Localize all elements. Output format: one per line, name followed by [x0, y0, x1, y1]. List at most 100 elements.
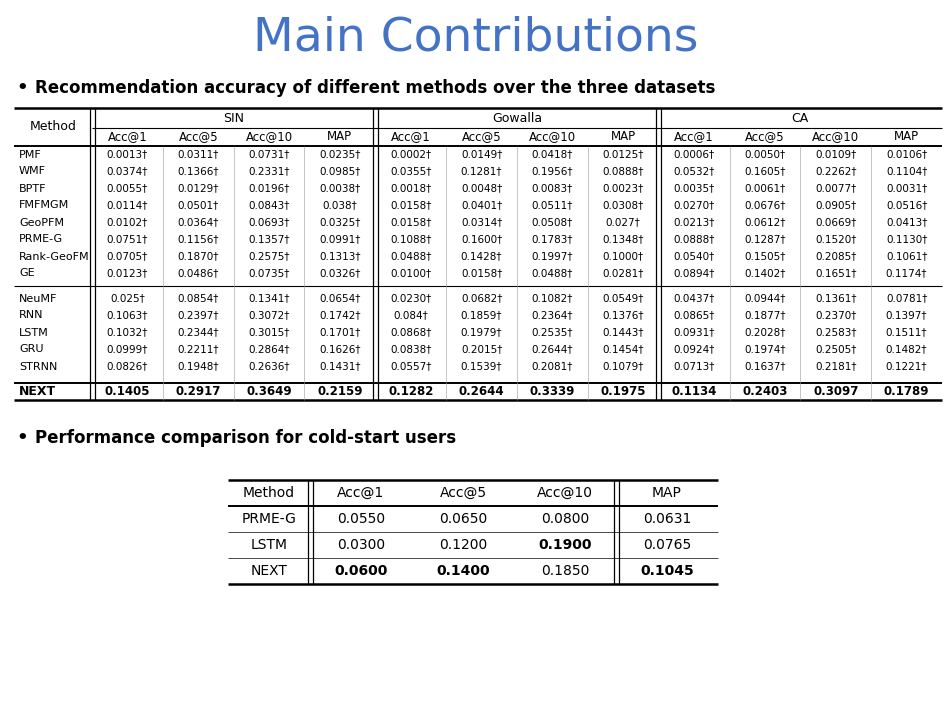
- Text: 0.1174†: 0.1174†: [885, 269, 927, 279]
- Text: CA: CA: [792, 111, 809, 124]
- Text: 0.1520†: 0.1520†: [815, 235, 857, 245]
- Text: PRME-G: PRME-G: [242, 512, 296, 526]
- Text: MAP: MAP: [894, 131, 919, 144]
- Text: 0.0511†: 0.0511†: [532, 201, 573, 211]
- Text: Acc@5: Acc@5: [440, 486, 486, 500]
- Text: 0.0735†: 0.0735†: [248, 269, 289, 279]
- Text: FMFMGM: FMFMGM: [19, 201, 69, 211]
- Text: 0.027†: 0.027†: [605, 217, 641, 227]
- Text: 0.2644: 0.2644: [459, 385, 505, 398]
- Text: 0.084†: 0.084†: [393, 310, 428, 321]
- Text: 0.0826†: 0.0826†: [107, 362, 149, 372]
- Text: 0.0731†: 0.0731†: [248, 149, 289, 160]
- Text: 0.0114†: 0.0114†: [107, 201, 149, 211]
- Text: 0.0631: 0.0631: [643, 512, 691, 526]
- Text: 0.1088†: 0.1088†: [390, 235, 431, 245]
- Text: 0.0676†: 0.0676†: [744, 201, 785, 211]
- Text: 0.1063†: 0.1063†: [107, 310, 149, 321]
- Text: 0.0888†: 0.0888†: [603, 167, 644, 176]
- Text: Acc@10: Acc@10: [812, 131, 860, 144]
- Text: MAP: MAP: [610, 131, 636, 144]
- Text: 0.025†: 0.025†: [110, 294, 145, 303]
- Text: 0.0854†: 0.0854†: [178, 294, 219, 303]
- Text: Method: Method: [30, 121, 76, 134]
- Text: 0.1348†: 0.1348†: [603, 235, 644, 245]
- Text: 0.2159: 0.2159: [317, 385, 363, 398]
- Text: WMF: WMF: [19, 167, 46, 176]
- Text: 0.0516†: 0.0516†: [886, 201, 927, 211]
- Text: 0.0158†: 0.0158†: [390, 201, 431, 211]
- Text: 0.1221†: 0.1221†: [885, 362, 927, 372]
- Text: 0.0838†: 0.0838†: [390, 344, 431, 355]
- Text: 0.0100†: 0.0100†: [390, 269, 431, 279]
- Text: 0.1870†: 0.1870†: [178, 251, 219, 261]
- Text: 0.1431†: 0.1431†: [319, 362, 361, 372]
- Text: 0.0061†: 0.0061†: [744, 183, 785, 193]
- Text: 0.1397†: 0.1397†: [885, 310, 927, 321]
- Text: SIN: SIN: [223, 111, 244, 124]
- Text: 0.1956†: 0.1956†: [531, 167, 573, 176]
- Text: 0.0077†: 0.0077†: [815, 183, 857, 193]
- Text: 0.0682†: 0.0682†: [461, 294, 503, 303]
- Text: 0.0557†: 0.0557†: [390, 362, 431, 372]
- Text: Acc@1: Acc@1: [337, 486, 385, 500]
- Text: MAP: MAP: [327, 131, 352, 144]
- Text: 0.1357†: 0.1357†: [248, 235, 289, 245]
- Text: 0.1974†: 0.1974†: [744, 344, 785, 355]
- Text: 0.0002†: 0.0002†: [390, 149, 431, 160]
- Text: 0.2085†: 0.2085†: [815, 251, 857, 261]
- Text: NEXT: NEXT: [250, 564, 288, 578]
- Text: 0.1877†: 0.1877†: [744, 310, 785, 321]
- Text: Acc@10: Acc@10: [537, 486, 593, 500]
- Text: 0.0486†: 0.0486†: [178, 269, 219, 279]
- Text: 0.0129†: 0.0129†: [178, 183, 219, 193]
- Text: •: •: [16, 429, 28, 447]
- Text: 0.2535†: 0.2535†: [531, 328, 573, 337]
- Text: 0.0311†: 0.0311†: [178, 149, 219, 160]
- Text: Acc@10: Acc@10: [246, 131, 292, 144]
- Text: 0.1428†: 0.1428†: [461, 251, 503, 261]
- Text: 0.0751†: 0.0751†: [107, 235, 149, 245]
- Text: 0.0158†: 0.0158†: [390, 217, 431, 227]
- Text: RNN: RNN: [19, 310, 44, 321]
- Text: 0.0888†: 0.0888†: [673, 235, 715, 245]
- Text: 0.0374†: 0.0374†: [107, 167, 149, 176]
- Text: •: •: [16, 79, 28, 97]
- Text: 0.1341†: 0.1341†: [248, 294, 289, 303]
- Text: Acc@5: Acc@5: [745, 131, 784, 144]
- Text: 0.2344†: 0.2344†: [177, 328, 219, 337]
- Text: 0.1600†: 0.1600†: [461, 235, 503, 245]
- Text: 0.0149†: 0.0149†: [461, 149, 503, 160]
- Text: 0.0102†: 0.0102†: [107, 217, 149, 227]
- Text: 0.1511†: 0.1511†: [885, 328, 927, 337]
- Text: 0.0705†: 0.0705†: [107, 251, 149, 261]
- Text: 0.0508†: 0.0508†: [532, 217, 573, 227]
- Text: BPTF: BPTF: [19, 183, 47, 193]
- Text: 0.2181†: 0.2181†: [815, 362, 857, 372]
- Text: NeuMF: NeuMF: [19, 294, 57, 303]
- Text: 0.0550: 0.0550: [337, 512, 385, 526]
- Text: 0.2331†: 0.2331†: [248, 167, 289, 176]
- Text: 0.0055†: 0.0055†: [107, 183, 149, 193]
- Text: 0.0125†: 0.0125†: [603, 149, 644, 160]
- Text: 0.0540†: 0.0540†: [673, 251, 715, 261]
- Text: 0.2262†: 0.2262†: [815, 167, 857, 176]
- Text: 0.1156†: 0.1156†: [177, 235, 219, 245]
- Text: 0.0106†: 0.0106†: [886, 149, 927, 160]
- Text: 0.0413†: 0.0413†: [886, 217, 927, 227]
- Text: 0.1134: 0.1134: [671, 385, 717, 398]
- Text: 0.1742†: 0.1742†: [319, 310, 361, 321]
- Text: 0.0894†: 0.0894†: [673, 269, 715, 279]
- Text: 0.0532†: 0.0532†: [673, 167, 715, 176]
- Text: 0.0326†: 0.0326†: [319, 269, 361, 279]
- Text: 0.2636†: 0.2636†: [248, 362, 289, 372]
- Text: 0.2583†: 0.2583†: [815, 328, 857, 337]
- Text: MAP: MAP: [652, 486, 682, 500]
- Text: 0.0800: 0.0800: [541, 512, 589, 526]
- Text: 0.1045: 0.1045: [640, 564, 694, 578]
- Text: 0.1626†: 0.1626†: [319, 344, 361, 355]
- Text: 0.0488†: 0.0488†: [532, 269, 573, 279]
- Text: 0.2211†: 0.2211†: [177, 344, 219, 355]
- Text: 0.1701†: 0.1701†: [319, 328, 361, 337]
- Text: 0.0905†: 0.0905†: [815, 201, 857, 211]
